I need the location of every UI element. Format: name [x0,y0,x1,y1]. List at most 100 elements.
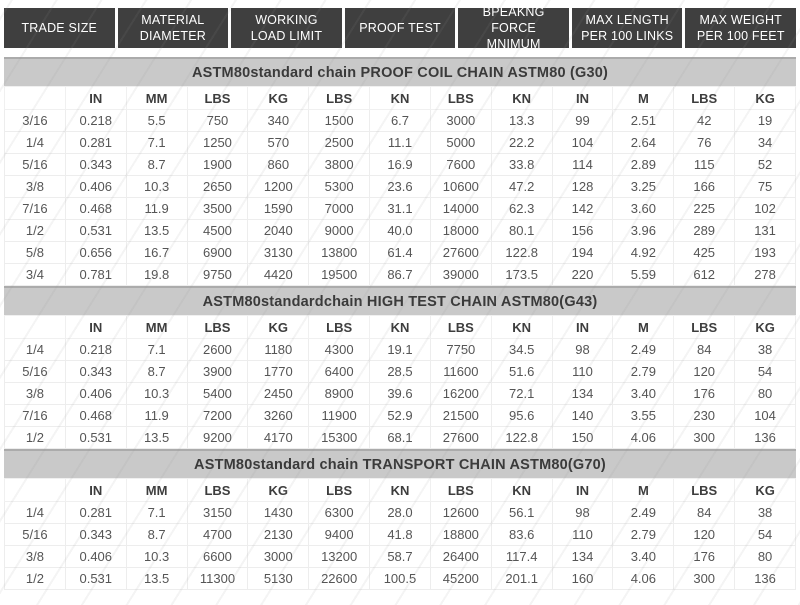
trade-size-cell: 5/16 [4,360,66,383]
value-cell: 6600 [186,545,249,568]
value-cell: 860 [247,153,310,176]
value-cell: 18800 [429,523,492,546]
unit-cell: MM [125,478,188,502]
value-cell: 10600 [429,175,492,198]
trade-size-cell: 1/4 [4,338,66,361]
value-cell: 110 [551,360,614,383]
value-cell: 34 [734,131,796,154]
value-cell: 8.7 [125,153,188,176]
trade-size-cell: 3/16 [4,109,66,132]
value-cell: 1430 [247,501,310,524]
unit-cell: KG [247,478,310,502]
unit-cell: LBS [186,478,249,502]
value-cell: 193 [734,241,796,264]
value-cell: 13.5 [125,426,188,449]
value-cell: 19500 [308,263,371,286]
unit-header-row: IN MM LBS KG LBS KN LBS KN IN M LBS KG [4,315,796,339]
value-cell: 122.8 [490,426,553,449]
value-cell: 98 [551,338,614,361]
value-cell: 3130 [247,241,310,264]
value-cell: 52.9 [369,404,431,427]
value-cell: 11.1 [369,131,431,154]
unit-cell: LBS [429,315,492,339]
value-cell: 86.7 [369,263,431,286]
header-column-6: MAX WEIGHT PER 100 FEET [685,8,797,48]
value-cell: 28.0 [369,501,431,524]
section-title: ASTM80standard chain PROOF COIL CHAIN AS… [4,57,796,86]
trade-size-cell: 1/4 [4,501,66,524]
value-cell: 40.0 [369,219,431,242]
value-cell: 0.343 [64,153,127,176]
value-cell: 19 [734,109,796,132]
value-cell: 120 [673,360,736,383]
value-cell: 142 [551,197,614,220]
sections-container: ASTM80standard chain PROOF COIL CHAIN AS… [0,57,800,590]
spec-table: IN MM LBS KG LBS KN LBS KN IN M LBS KG 1/4 0.281 7.1 31… [4,478,796,590]
header-column-3: PROOF TEST [344,8,456,48]
unit-cell: LBS [308,86,371,110]
value-cell: 0.656 [64,241,127,264]
value-cell: 10.3 [125,382,188,405]
value-cell: 4170 [247,426,310,449]
table-row: 3/8 0.406 10.3 6600 3000 13200 58.7 26400 117.4 1… [4,545,796,568]
value-cell: 8900 [308,382,371,405]
value-cell: 2.79 [612,523,675,546]
value-cell: 9400 [308,523,371,546]
value-cell: 1180 [247,338,310,361]
value-cell: 80 [734,545,796,568]
value-cell: 0.281 [64,131,127,154]
value-cell: 0.531 [64,426,127,449]
value-cell: 2.49 [612,338,675,361]
value-cell: 4420 [247,263,310,286]
value-cell: 5.59 [612,263,675,286]
trade-size-cell: 3/8 [4,175,66,198]
value-cell: 117.4 [490,545,553,568]
unit-cell: KG [734,315,796,339]
value-cell: 47.2 [490,175,553,198]
unit-cell: LBS [308,478,371,502]
value-cell: 68.1 [369,426,431,449]
value-cell: 1770 [247,360,310,383]
value-cell: 5130 [247,567,310,590]
unit-cell: IN [551,315,614,339]
unit-cell: LBS [429,86,492,110]
value-cell: 5400 [186,382,249,405]
value-cell: 13.3 [490,109,553,132]
value-cell: 45200 [429,567,492,590]
unit-cell: KN [369,478,431,502]
value-cell: 11600 [429,360,492,383]
value-cell: 134 [551,545,614,568]
value-cell: 22600 [308,567,371,590]
value-cell: 16.9 [369,153,431,176]
table-row: 3/4 0.781 19.8 9750 4420 19500 86.7 39000 173.5 2… [4,263,796,286]
trade-size-cell: 7/16 [4,197,66,220]
value-cell: 84 [673,338,736,361]
value-cell: 176 [673,545,736,568]
value-cell: 136 [734,567,796,590]
value-cell: 12600 [429,501,492,524]
value-cell: 99 [551,109,614,132]
value-cell: 0.531 [64,567,127,590]
value-cell: 4.06 [612,567,675,590]
value-cell: 80 [734,382,796,405]
trade-size-cell: 1/4 [4,131,66,154]
value-cell: 39.6 [369,382,431,405]
unit-cell: KG [734,478,796,502]
value-cell: 10.3 [125,175,188,198]
unit-cell: KN [490,315,553,339]
value-cell: 201.1 [490,567,553,590]
value-cell: 120 [673,523,736,546]
value-cell: 425 [673,241,736,264]
value-cell: 34.5 [490,338,553,361]
table-row: 1/2 0.531 13.5 11300 5130 22600 100.5 45200 201.… [4,567,796,590]
unit-cell: M [612,478,675,502]
value-cell: 100.5 [369,567,431,590]
value-cell: 0.468 [64,404,127,427]
section-2: ASTM80standard chain TRANSPORT CHAIN AST… [4,449,796,590]
value-cell: 230 [673,404,736,427]
value-cell: 22.2 [490,131,553,154]
value-cell: 3.40 [612,382,675,405]
value-cell: 10.3 [125,545,188,568]
value-cell: 7750 [429,338,492,361]
